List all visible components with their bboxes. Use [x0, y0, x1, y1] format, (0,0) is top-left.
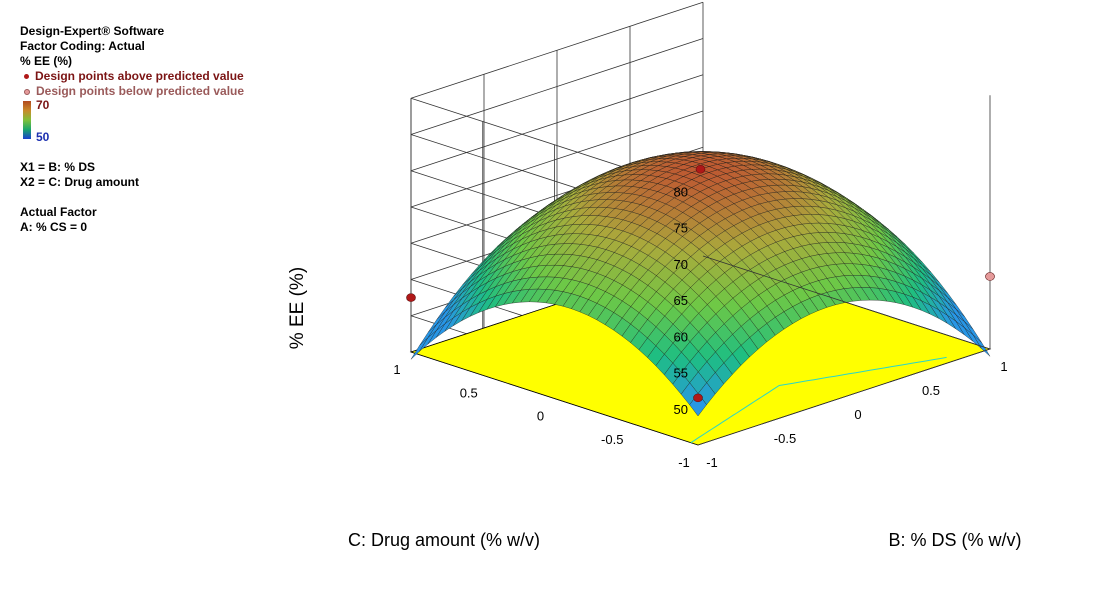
- response-label: % EE (%): [20, 54, 73, 68]
- b-tick-label: 0: [854, 407, 861, 422]
- c-tick-label: 1: [393, 362, 400, 377]
- z-tick-label: 55: [674, 366, 688, 381]
- legend: Design-Expert® Software Factor Coding: A…: [20, 24, 244, 99]
- c-tick-label: 0.5: [460, 385, 478, 400]
- floor-contour: [690, 356, 947, 444]
- actual-factor: Actual Factor A: % CS = 0: [20, 205, 97, 235]
- design-point-above: [695, 164, 706, 174]
- z-tick-label: 75: [674, 221, 688, 236]
- design-point-above: [693, 393, 703, 403]
- color-scale-max: 70: [36, 98, 50, 112]
- x1-label: X1 = B: % DS: [20, 160, 96, 174]
- b-tick-label: 1: [1000, 359, 1007, 374]
- above-label: Design points above predicted value: [35, 69, 244, 83]
- c-tick-label: -1: [678, 455, 690, 470]
- design-point-below: [985, 272, 995, 281]
- above-point-icon: [24, 74, 29, 79]
- z-tick-label: 70: [674, 257, 688, 272]
- design-point-above: [406, 293, 416, 302]
- z-tick-label: 80: [674, 184, 688, 199]
- c-tick-label: -0.5: [601, 432, 623, 447]
- color-scale-min: 50: [36, 130, 50, 144]
- legend-below: Design points below predicted value: [20, 84, 244, 99]
- b-tick-label: -1: [706, 455, 718, 470]
- b-tick-label: -0.5: [774, 431, 796, 446]
- x2-label: X2 = C: Drug amount: [20, 175, 140, 189]
- software-label: Design-Expert® Software: [20, 24, 165, 38]
- factor-mapping: X1 = B: % DS X2 = C: Drug amount: [20, 160, 139, 190]
- z-tick-label: 50: [674, 402, 688, 417]
- b-axis-title: B: % DS (% w/v): [888, 530, 1021, 550]
- below-point-icon: [24, 88, 30, 95]
- z-tick-label: 65: [674, 293, 688, 308]
- actual-factor-title: Actual Factor: [20, 205, 97, 219]
- below-label: Design points below predicted value: [36, 84, 245, 98]
- actual-factor-value: A: % CS = 0: [20, 220, 88, 234]
- legend-above: Design points above predicted value: [20, 69, 244, 84]
- floor-edge-b: [702, 255, 991, 350]
- b-tick-label: 0.5: [922, 383, 940, 398]
- color-scale-bar: [23, 101, 31, 139]
- c-axis-title: C: Drug amount (% w/v): [348, 530, 540, 550]
- response-surface: [410, 151, 991, 417]
- z-axis-title: % EE (%): [287, 267, 308, 349]
- c-tick-label: 0: [537, 409, 544, 424]
- z-tick-label: 60: [674, 329, 688, 344]
- floor-edge-c: [697, 348, 991, 446]
- factor-coding-label: Factor Coding: Actual: [20, 39, 145, 53]
